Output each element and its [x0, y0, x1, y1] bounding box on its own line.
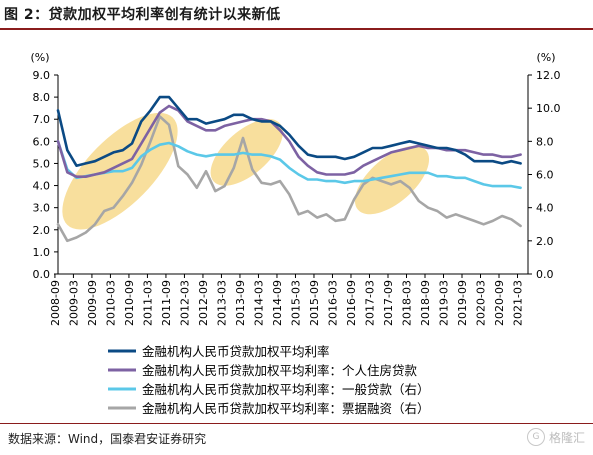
right-tick-label: 4.0	[536, 202, 554, 215]
x-tick-label: 2020-03	[475, 280, 488, 326]
x-tick-label: 2009-03	[67, 280, 80, 326]
figure-title: 图 2：贷款加权平均利率创有统计以来新低	[4, 7, 281, 23]
right-tick-label: 2.0	[536, 235, 554, 248]
left-tick-label: 6.0	[33, 135, 51, 148]
x-tick-label: 2018-09	[419, 280, 432, 326]
left-tick-label: 4.0	[33, 180, 51, 193]
line-chart: (%) (%)0.01.02.03.04.05.06.07.08.09.00.02…	[30, 51, 560, 416]
legend-label-1: 金融机构人民币贷款加权平均利率	[142, 344, 330, 359]
series-line-1	[56, 95, 522, 167]
x-tick-label: 2013-03	[215, 280, 228, 326]
left-axis-unit: (%)	[30, 51, 49, 64]
left-tick-label: 0.0	[33, 268, 51, 281]
series-line-3	[56, 140, 522, 190]
x-tick-label: 2021-03	[512, 280, 525, 326]
left-tick-label: 9.0	[33, 69, 51, 82]
x-tick-label: 2010-03	[104, 280, 117, 326]
right-tick-label: 6.0	[536, 169, 554, 182]
x-tick-label: 2010-09	[123, 280, 136, 326]
x-tick-label: 2019-09	[456, 280, 469, 326]
x-tick-label: 2009-09	[86, 280, 99, 326]
legend-label-2: 金融机构人民币贷款加权平均利率：个人住房贷款	[142, 363, 418, 378]
chart-series	[56, 95, 522, 243]
right-tick-label: 10.0	[536, 102, 561, 115]
x-tick-label: 2015-09	[308, 280, 321, 326]
right-tick-label: 8.0	[536, 135, 554, 148]
x-tick-label: 2012-03	[178, 280, 191, 326]
series-line-4	[56, 115, 522, 243]
watermark: G 格隆汇	[526, 428, 585, 446]
left-tick-label: 5.0	[33, 157, 51, 170]
right-axis-unit: (%)	[536, 51, 555, 64]
left-tick-label: 1.0	[33, 246, 51, 259]
x-tick-label: 2013-09	[234, 280, 247, 326]
x-tick-label: 2014-03	[252, 280, 265, 326]
x-tick-label: 2014-09	[271, 280, 284, 326]
left-tick-label: 8.0	[33, 91, 51, 104]
x-tick-label: 2011-03	[141, 280, 154, 326]
x-tick-label: 2012-09	[197, 280, 210, 326]
x-tick-label: 2008-09	[49, 280, 62, 326]
right-tick-label: 12.0	[536, 69, 561, 82]
title-divider	[0, 28, 593, 30]
x-tick-label: 2018-03	[400, 280, 413, 326]
left-tick-label: 7.0	[33, 113, 51, 126]
watermark-text: 格隆汇	[548, 430, 585, 445]
legend-label-4: 金融机构人民币贷款加权平均利率：票据融资（右）	[142, 401, 430, 416]
watermark-logo-icon: G	[526, 428, 545, 446]
right-tick-label: 0.0	[536, 268, 554, 281]
x-tick-label: 2020-09	[493, 280, 506, 326]
left-tick-label: 3.0	[33, 202, 51, 215]
left-tick-label: 2.0	[33, 224, 51, 237]
source-divider	[0, 423, 593, 424]
source-note: 数据来源：Wind，国泰君安证券研究	[8, 432, 207, 446]
x-tick-label: 2015-03	[289, 280, 302, 326]
chart-legend: 金融机构人民币贷款加权平均利率金融机构人民币贷款加权平均利率：个人住房贷款金融机…	[108, 344, 430, 416]
series-line-2	[56, 104, 522, 178]
legend-label-3: 金融机构人民币贷款加权平均利率：一般贷款（右）	[142, 382, 430, 397]
x-tick-label: 2016-09	[345, 280, 358, 326]
chart-axes: (%) (%)0.01.02.03.04.05.06.07.08.09.00.02…	[30, 51, 560, 326]
x-tick-label: 2017-09	[382, 280, 395, 326]
x-tick-label: 2019-03	[437, 280, 450, 326]
highlight-ellipse-3	[354, 145, 430, 215]
x-tick-label: 2016-03	[326, 280, 339, 326]
x-tick-label: 2017-03	[363, 280, 376, 326]
x-tick-label: 2011-09	[160, 280, 173, 326]
